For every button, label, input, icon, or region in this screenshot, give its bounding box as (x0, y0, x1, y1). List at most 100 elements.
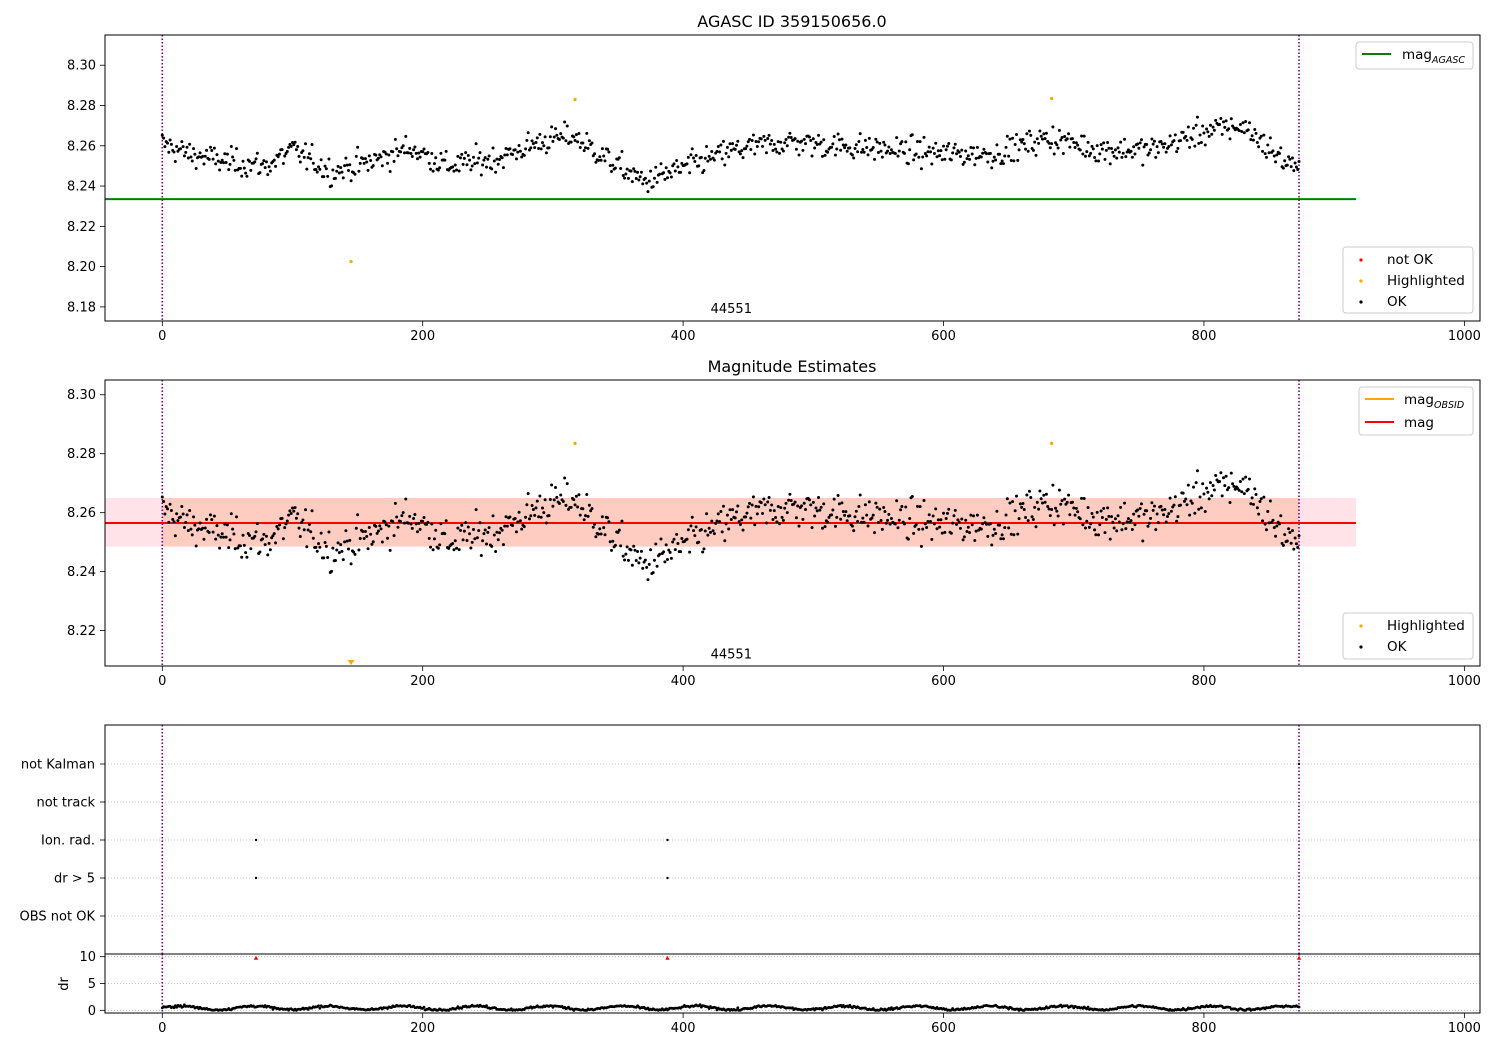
ok-point (363, 529, 367, 533)
ok-point (245, 555, 249, 559)
ok-point (1026, 149, 1030, 153)
ok-point (958, 155, 962, 159)
ok-point (406, 521, 410, 525)
ok-point (458, 528, 462, 532)
ok-point (578, 513, 582, 517)
ok-point (600, 515, 604, 519)
ok-point (167, 520, 171, 524)
ok-point (1081, 152, 1085, 156)
ok-point (439, 522, 443, 526)
ok-point (689, 153, 693, 157)
ok-point (843, 146, 847, 150)
ok-point (938, 525, 942, 529)
ok-point (263, 543, 267, 547)
ok-point (585, 492, 589, 496)
ok-point (692, 529, 696, 533)
ok-point (981, 522, 985, 526)
ok-point (315, 549, 319, 553)
ok-point (383, 520, 387, 524)
ok-point (1004, 145, 1008, 149)
ok-point (496, 538, 500, 542)
ok-point (555, 133, 559, 137)
ok-point (221, 535, 225, 539)
ok-point (175, 144, 179, 148)
ok-point (1068, 513, 1072, 517)
ok-point (875, 140, 879, 144)
ok-point (1167, 144, 1171, 148)
ok-point (268, 169, 272, 173)
ok-point (1145, 509, 1149, 513)
ok-point (1181, 130, 1185, 134)
ok-point (395, 515, 399, 519)
ok-point (784, 501, 788, 505)
ok-point (998, 152, 1002, 156)
ok-point (526, 492, 530, 496)
ok-point (427, 536, 431, 540)
ok-point (862, 150, 866, 154)
highlighted-point (573, 97, 577, 102)
ok-point (1021, 137, 1025, 141)
legend-box (1355, 41, 1474, 70)
ok-point (261, 537, 265, 541)
ok-point (766, 136, 770, 140)
ok-point (893, 152, 897, 156)
ok-point (1136, 142, 1140, 146)
ok-point (667, 548, 671, 552)
ok-point (1025, 493, 1029, 497)
ok-point (1063, 497, 1067, 501)
ok-point (418, 155, 422, 159)
ok-point (1253, 487, 1257, 491)
high-dr-point (1296, 955, 1302, 960)
ok-point (658, 552, 662, 556)
ok-point (1156, 521, 1160, 525)
ok-point (439, 151, 443, 155)
ok-point (1271, 518, 1275, 522)
ok-point (629, 169, 633, 173)
ok-point (981, 151, 985, 155)
ok-point (1107, 514, 1111, 518)
ok-point (548, 498, 552, 502)
ok-point (356, 513, 360, 517)
ok-point (451, 542, 455, 546)
ok-point (729, 517, 733, 521)
ok-point (357, 548, 361, 552)
ok-point (539, 515, 543, 519)
ok-point (314, 167, 318, 171)
axes-frame (104, 724, 1481, 955)
y-tick-label: 8.26 (67, 139, 96, 154)
ok-point (469, 546, 473, 550)
dr-point (714, 1006, 718, 1010)
ok-point (366, 547, 370, 551)
ok-point (203, 526, 207, 530)
ok-point (559, 493, 563, 497)
ok-point (1046, 504, 1050, 508)
ok-point (166, 507, 169, 511)
ok-point (655, 564, 659, 568)
ok-point (1014, 494, 1018, 498)
ok-point (1289, 165, 1293, 169)
ok-point (548, 135, 552, 139)
ok-point (572, 498, 576, 502)
ok-point (268, 548, 272, 552)
ok-point (845, 519, 849, 523)
ok-point (514, 157, 518, 161)
ok-point (179, 515, 183, 519)
ok-point (361, 157, 365, 161)
ok-point (794, 516, 798, 520)
ok-point (927, 513, 931, 517)
ok-point (1113, 148, 1117, 152)
ok-point (936, 518, 940, 522)
ok-point (1151, 142, 1155, 146)
ok-point (235, 147, 239, 151)
high-dr-points (253, 955, 1302, 960)
dr-point (698, 1003, 702, 1007)
ok-point (1063, 135, 1067, 139)
ok-point (645, 565, 649, 569)
ok-point (768, 508, 772, 512)
ok-point (543, 498, 547, 502)
ok-point (225, 523, 229, 527)
ok-point (723, 539, 727, 543)
ok-point (875, 505, 879, 509)
legend-bottom: not OK Highlighted OK (1342, 246, 1474, 314)
ok-point (988, 522, 992, 526)
